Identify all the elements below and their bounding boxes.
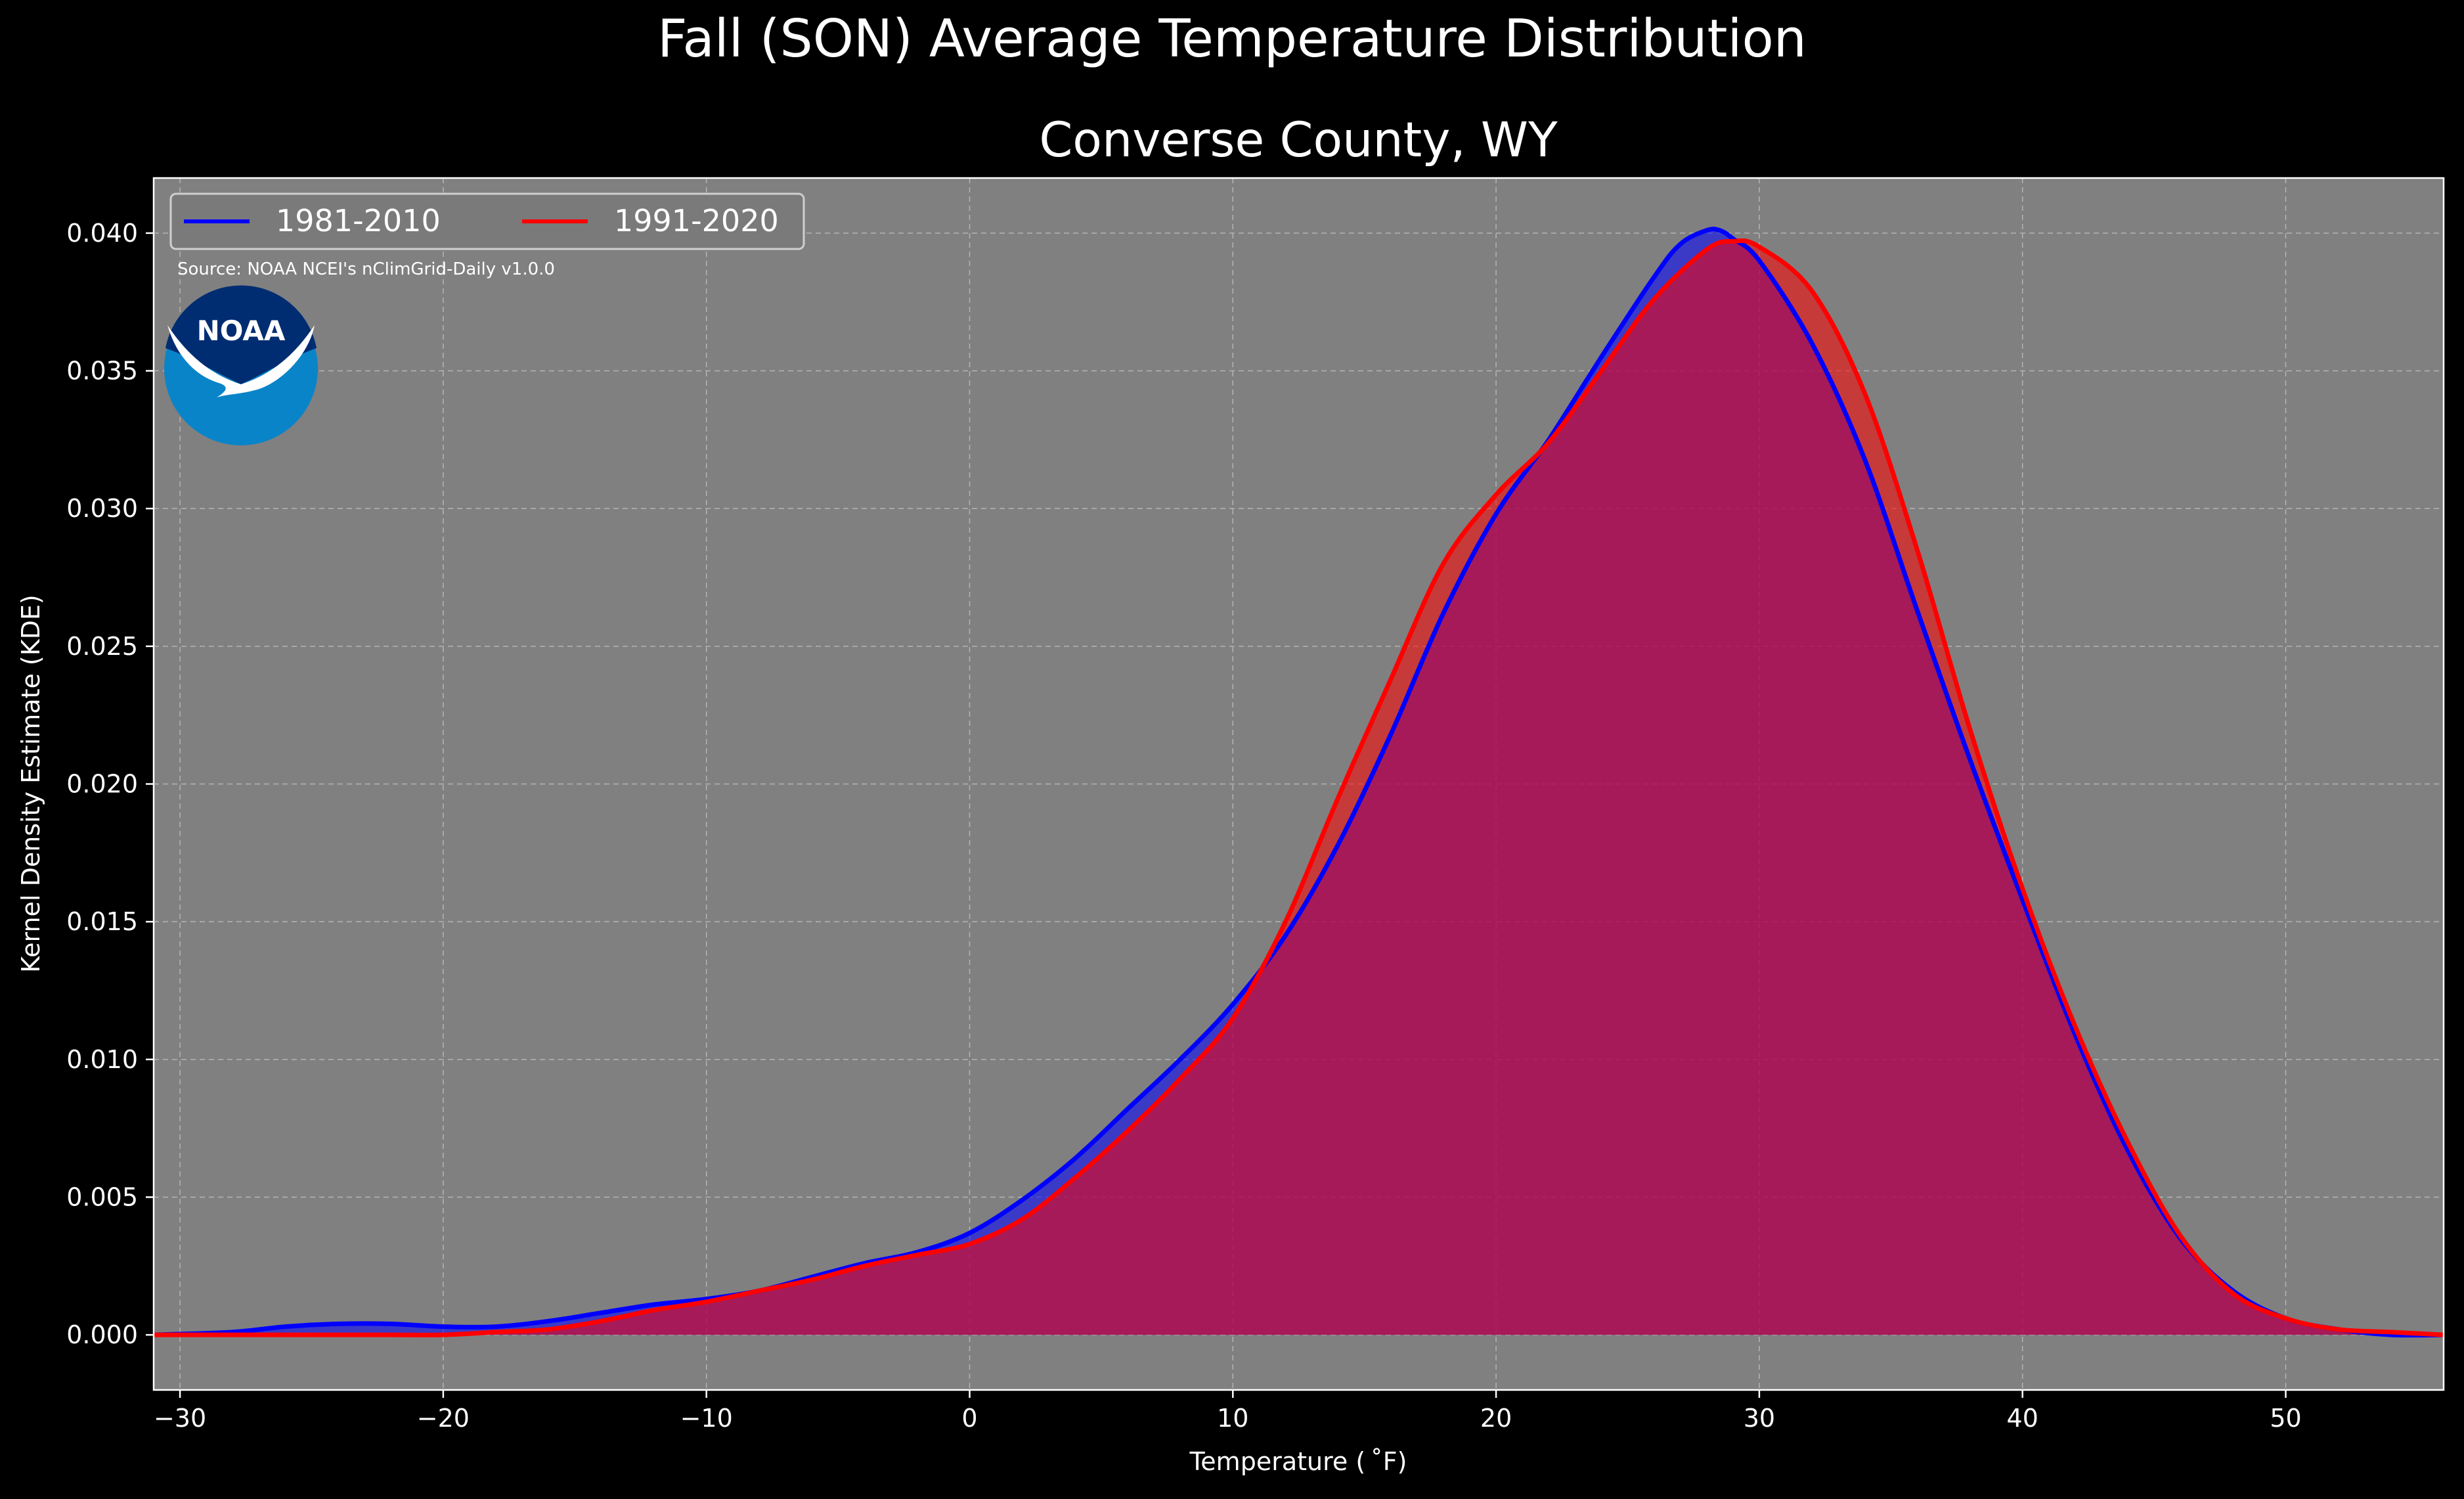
legend-box <box>169 192 805 250</box>
y-axis-label: Kernel Density Estimate (KDE) <box>16 594 45 973</box>
y-tick-label: 0.010 <box>66 1045 138 1074</box>
figure-suptitle: Fall (SON) Average Temperature Distribut… <box>657 9 1807 69</box>
source-annotation: Source: NOAA NCEI's nClimGrid-Daily v1.0… <box>177 259 555 279</box>
x-tick-label: −20 <box>417 1404 470 1433</box>
noaa-logo: NOAA <box>164 285 318 445</box>
noaa-logo-text: NOAA <box>197 315 286 347</box>
area-1991-2020 <box>154 240 2444 1335</box>
line-1981-2010 <box>153 227 2444 1338</box>
x-tick-label: 30 <box>1744 1404 1775 1433</box>
noaa-logo-dark-top <box>165 285 317 384</box>
x-tick-label: 50 <box>2270 1404 2301 1433</box>
density-lines <box>153 227 2444 1338</box>
x-axis-label: Temperature ( ˚F) <box>1189 1447 1407 1476</box>
y-tick-label: 0.040 <box>66 219 138 248</box>
y-tick-label: 0.000 <box>66 1320 138 1349</box>
y-axis-ticks: 0.000 0.005 0.010 0.015 0.020 0.025 0.030 0.035… <box>66 219 154 1349</box>
chart-title: Converse County, WY <box>1039 112 1558 168</box>
y-tick-label: 0.005 <box>66 1182 138 1211</box>
x-tick-label: 0 <box>961 1404 977 1433</box>
y-tick-label: 0.035 <box>66 357 138 386</box>
density-areas <box>154 229 2444 1335</box>
y-tick-label: 0.020 <box>66 770 138 799</box>
legend-label-1981-2010: 1981-2010 <box>276 203 441 238</box>
x-tick-label: 10 <box>1217 1404 1248 1433</box>
x-tick-label: 20 <box>1480 1404 1512 1433</box>
y-tick-label: 0.030 <box>66 494 138 523</box>
seagull-icon <box>167 325 315 397</box>
x-tick-label: 40 <box>2007 1404 2038 1433</box>
legend-label-1991-2020: 1991-2020 <box>614 203 779 238</box>
y-tick-label: 0.015 <box>66 907 138 936</box>
x-tick-label: −10 <box>680 1404 733 1433</box>
y-tick-label: 0.025 <box>66 632 138 661</box>
line-1991-2020 <box>154 238 2444 1337</box>
x-axis-ticks: −30 −20 −10 0 10 20 30 40 50 <box>154 1390 2302 1433</box>
x-tick-label: −30 <box>154 1404 206 1433</box>
legend[interactable]: 1981-2010 1991-2020 <box>169 192 805 250</box>
